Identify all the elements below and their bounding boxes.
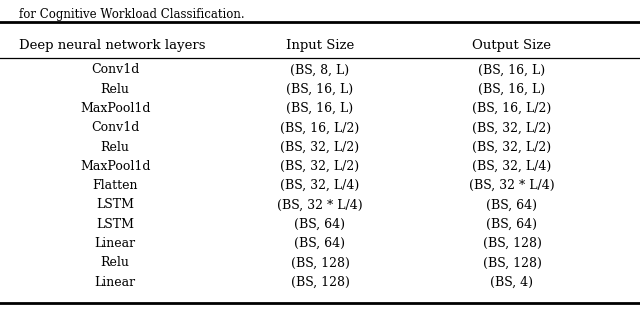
Text: (BS, 128): (BS, 128): [483, 237, 541, 250]
Text: Conv1d: Conv1d: [91, 63, 140, 77]
Text: Relu: Relu: [100, 83, 130, 96]
Text: (BS, 32, L/4): (BS, 32, L/4): [472, 160, 552, 173]
Text: (BS, 16, L): (BS, 16, L): [479, 63, 545, 77]
Text: (BS, 128): (BS, 128): [291, 256, 349, 269]
Text: (BS, 64): (BS, 64): [486, 218, 538, 231]
Text: (BS, 4): (BS, 4): [490, 276, 534, 289]
Text: LSTM: LSTM: [96, 198, 134, 211]
Text: (BS, 16, L/2): (BS, 16, L/2): [280, 121, 360, 134]
Text: (BS, 16, L): (BS, 16, L): [479, 83, 545, 96]
Text: (BS, 32 * L/4): (BS, 32 * L/4): [469, 179, 555, 192]
Text: (BS, 128): (BS, 128): [291, 276, 349, 289]
Text: Linear: Linear: [95, 276, 136, 289]
Text: Deep neural network layers: Deep neural network layers: [19, 39, 205, 52]
Text: (BS, 32 * L/4): (BS, 32 * L/4): [277, 198, 363, 211]
Text: (BS, 32, L/2): (BS, 32, L/2): [472, 121, 552, 134]
Text: (BS, 128): (BS, 128): [483, 256, 541, 269]
Text: MaxPool1d: MaxPool1d: [80, 102, 150, 115]
Text: Input Size: Input Size: [286, 39, 354, 52]
Text: (BS, 8, L): (BS, 8, L): [291, 63, 349, 77]
Text: Relu: Relu: [100, 141, 130, 154]
Text: for Cognitive Workload Classification.: for Cognitive Workload Classification.: [19, 8, 245, 21]
Text: Relu: Relu: [100, 256, 130, 269]
Text: (BS, 32, L/2): (BS, 32, L/2): [280, 141, 360, 154]
Text: (BS, 16, L/2): (BS, 16, L/2): [472, 102, 552, 115]
Text: MaxPool1d: MaxPool1d: [80, 160, 150, 173]
Text: (BS, 32, L/2): (BS, 32, L/2): [280, 160, 360, 173]
Text: (BS, 16, L): (BS, 16, L): [287, 83, 353, 96]
Text: (BS, 64): (BS, 64): [486, 198, 538, 211]
Text: (BS, 16, L): (BS, 16, L): [287, 102, 353, 115]
Text: Output Size: Output Size: [472, 39, 552, 52]
Text: (BS, 64): (BS, 64): [294, 218, 346, 231]
Text: LSTM: LSTM: [96, 218, 134, 231]
Text: Flatten: Flatten: [92, 179, 138, 192]
Text: (BS, 32, L/2): (BS, 32, L/2): [472, 141, 552, 154]
Text: (BS, 32, L/4): (BS, 32, L/4): [280, 179, 360, 192]
Text: Conv1d: Conv1d: [91, 121, 140, 134]
Text: Linear: Linear: [95, 237, 136, 250]
Text: (BS, 64): (BS, 64): [294, 237, 346, 250]
